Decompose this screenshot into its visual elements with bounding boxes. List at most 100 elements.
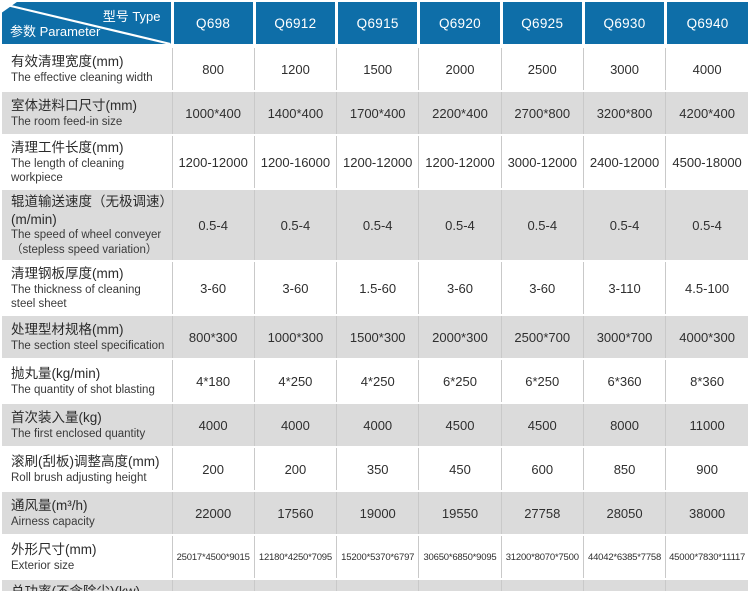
value-cell: 2000 (418, 45, 502, 91)
value-cell: 2200*400 (418, 90, 502, 135)
value-cell: 3-110 (582, 260, 666, 316)
parameter-label-en: The speed of wheel conveyer (11, 229, 162, 242)
value-cell: 0.5-4 (171, 188, 255, 262)
value-cell: 4000 (171, 402, 255, 448)
value-cell: 3000 (582, 45, 666, 91)
parameter-label-cn: 辊道输送速度（无极调速）(m/min) (11, 194, 167, 227)
spec-table-body: 有效清理宽度(mm) The effective cleaning width 80… (2, 45, 748, 591)
model-column-header-q6925: Q6925 (499, 2, 584, 48)
value-cell: 15200*5370*6797 (336, 534, 419, 580)
value-cell: 4200*400 (665, 90, 748, 135)
parameter-label: 有效清理宽度(mm) The effective cleaning width (2, 45, 172, 91)
parameter-label-en-2: （stepless speed variation） (11, 243, 158, 256)
value-cell: 1000*300 (253, 314, 337, 360)
parameter-label: 处理型材规格(mm) The section steel specificatio… (2, 314, 172, 360)
value-cell: 2400-12000 (582, 133, 666, 190)
model-column-header-q6930: Q6930 (581, 2, 666, 48)
model-column-header-q698: Q698 (170, 2, 255, 48)
table-row: 室体进料口尺寸(mm) The room feed-in size 1000*400… (2, 90, 748, 135)
table-row: 外形尺寸(mm) Exterior size 25017*4500*9015 1218… (2, 534, 748, 580)
value-cell: 1200-12000 (171, 133, 255, 190)
parameter-label-cn: 抛丸量(kg/min) (11, 366, 101, 382)
parameter-label: 滚刷(刮板)调整高度(mm) Roll brush adjusting heigh… (2, 446, 172, 492)
parameter-label-cn: 室体进料口尺寸(mm) (11, 98, 137, 114)
value-cell: 204.8 (500, 578, 584, 591)
value-cell: 17560 (253, 490, 337, 536)
value-cell: 200 (253, 446, 337, 492)
value-cell: 900 (665, 446, 748, 492)
parameter-label-en: The effective cleaning width (11, 71, 153, 84)
corner-param-label: 参数 Parameter (10, 24, 101, 39)
table-row: 辊道输送速度（无极调速）(m/min) The speed of wheel co… (2, 188, 748, 262)
value-cell: 3000-12000 (500, 133, 584, 190)
value-cell: 22000 (171, 490, 255, 536)
header-row: 型号 Type 参数 Parameter Q698 Q6912 Q6915 Q6920… (2, 2, 748, 48)
parameter-label-en: Roll brush adjusting height (11, 472, 147, 485)
value-cell: 350 (336, 446, 419, 492)
value-cell: 8000 (582, 402, 666, 448)
parameter-label-cn: 外形尺寸(mm) (11, 542, 97, 558)
value-cell: 0.5-4 (418, 188, 502, 262)
value-cell: 31200*8070*7500 (500, 534, 584, 580)
value-cell: 1700*400 (336, 90, 419, 135)
parameter-label-en: The room feed-in size (11, 115, 123, 128)
table-row: 通风量(m³/h) Airness capacity 22000 17560 19000… (2, 490, 748, 536)
value-cell: 200 (171, 446, 255, 492)
value-cell: 30650*6850*9095 (418, 534, 502, 580)
parameter-label: 外形尺寸(mm) Exterior size (2, 534, 172, 580)
value-cell: 1000*400 (171, 90, 255, 135)
value-cell: 28050 (582, 490, 666, 536)
parameter-label: 室体进料口尺寸(mm) The room feed-in size (2, 90, 172, 135)
value-cell: 45000*7830*11117 (665, 534, 748, 580)
model-column-header-q6912: Q6912 (252, 2, 337, 48)
value-cell: 0.5-4 (500, 188, 584, 262)
value-cell: 800 (171, 45, 255, 91)
value-cell: 8*360 (665, 358, 748, 404)
value-cell: 0.5-4 (336, 188, 419, 262)
parameter-label-cn: 滚刷(刮板)调整高度(mm) (11, 454, 160, 470)
parameter-label: 总功率(不含除尘)(kw)Total power(except for dust… (2, 578, 172, 591)
parameter-label: 通风量(m³/h) Airness capacity (2, 490, 172, 536)
value-cell: 12180*4250*7095 (253, 534, 337, 580)
value-cell: 4000*300 (665, 314, 748, 360)
parameter-label: 抛丸量(kg/min) The quantity of shot blasting (2, 358, 172, 404)
parameter-label-en: The first enclosed quantity (11, 428, 146, 441)
value-cell: 850 (582, 446, 666, 492)
value-cell: 3000*700 (582, 314, 666, 360)
table-row: 清理工件长度(mm) The length of cleaning workpie… (2, 133, 748, 190)
parameter-label: 首次装入量(kg) The first enclosed quantity (2, 402, 172, 448)
table-row: 总功率(不含除尘)(kw)Total power(except for dust… (2, 578, 748, 591)
parameter-label-cn: 通风量(m³/h) (11, 498, 88, 514)
value-cell: 2500 (500, 45, 584, 91)
parameter-label-cn: 有效清理宽度(mm) (11, 54, 124, 70)
value-cell: 6*360 (582, 358, 666, 404)
value-cell: 19550 (418, 490, 502, 536)
table-row: 抛丸量(kg/min) The quantity of shot blasting… (2, 358, 748, 404)
value-cell: 2500*700 (500, 314, 584, 360)
value-cell: 1500 (336, 45, 419, 91)
table-row: 首次装入量(kg) The first enclosed quantity 4000… (2, 402, 748, 448)
parameter-label-en: The quantity of shot blasting (11, 384, 155, 397)
parameter-label-cn: 清理钢板厚度(mm) (11, 266, 124, 282)
value-cell: 224.55 (582, 578, 666, 591)
table-row: 滚刷(刮板)调整高度(mm) Roll brush adjusting heigh… (2, 446, 748, 492)
value-cell: 1200 (253, 45, 337, 91)
value-cell: 1200-12000 (336, 133, 419, 190)
parameter-label-cn: 总功率(不含除尘)(kw) (11, 583, 168, 591)
value-cell: 2000*300 (418, 314, 502, 360)
value-cell: 1200-16000 (253, 133, 337, 190)
value-cell: 27758 (500, 490, 584, 536)
value-cell: 4.5-100 (665, 260, 748, 316)
value-cell: 0.5-4 (253, 188, 337, 262)
parameter-label-cn: 清理工件长度(mm) (11, 140, 124, 155)
value-cell: 4500 (418, 402, 502, 448)
value-cell: 0.5-4 (665, 188, 748, 262)
value-cell: 6*250 (500, 358, 584, 404)
value-cell: 4*180 (171, 358, 255, 404)
value-cell: 1.5-60 (336, 260, 419, 316)
value-cell: 1500*300 (336, 314, 419, 360)
value-cell: 3-60 (418, 260, 502, 316)
parameter-label-en: Exterior size (11, 560, 75, 573)
model-column-header-q6915: Q6915 (335, 2, 419, 48)
parameter-label-en: The thickness of cleaning steel sheet (11, 283, 141, 311)
